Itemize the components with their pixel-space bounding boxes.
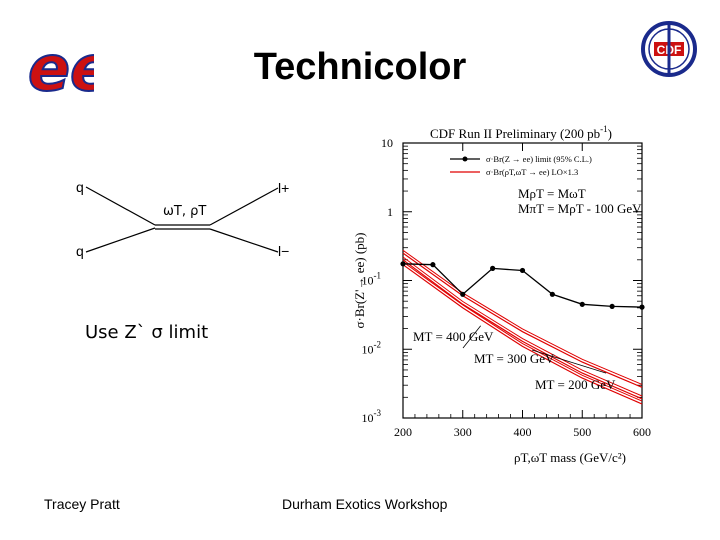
chart-title-sup: -1	[600, 124, 608, 134]
theory-label-leader	[531, 349, 607, 374]
limit-point	[609, 303, 615, 310]
x-axis-label: ρT,ωT mass (GeV/c²)	[514, 450, 626, 465]
chart-title-end: )	[608, 126, 612, 141]
limit-point	[519, 267, 526, 274]
legend-theory-text: σ·Br(ρT,ωT → ee) LO×1.3	[486, 167, 578, 177]
theory-label: MT = 400 GeV	[413, 329, 494, 344]
x-tick-label: 500	[573, 425, 591, 439]
slide-title: Technicolor	[253, 46, 467, 88]
y-tick-exponent: -1	[374, 271, 382, 281]
mass-relation-1: MρT = MωT	[518, 186, 586, 201]
theory-label-leader	[462, 325, 481, 349]
ee-logo: ee	[27, 38, 94, 106]
author-footer: Tracey Pratt	[44, 496, 120, 512]
y-tick-label: 10	[381, 136, 393, 150]
legend-limit-marker	[462, 156, 468, 162]
x-tick-label: 200	[394, 425, 412, 439]
theory-label: MT = 200 GeV	[535, 377, 616, 392]
y-tick-label: 10-3	[362, 408, 382, 425]
chart-title: CDF Run II Preliminary (200 pb-1)	[430, 124, 612, 141]
theory-curve-band	[402, 249, 643, 385]
theory-curve	[402, 259, 643, 400]
legend-limit-text: σ·Br(Z → ee) limit (95% C.L.)	[486, 154, 592, 164]
feynman-diagram: q q ωT, ρT l+ l−	[76, 179, 289, 259]
ee-logo-text: ee	[28, 38, 94, 105]
lepton-label-top: l+	[278, 180, 289, 196]
limit-point	[490, 265, 496, 271]
theory-label: MT = 300 GeV	[474, 351, 555, 366]
quark-line-top	[85, 186, 156, 226]
quark-label-bottom: q	[76, 243, 84, 259]
theory-curve	[402, 252, 643, 388]
y-axis-label: σ·Br(Z'→ ee) (pb)	[352, 233, 367, 329]
lepton-line-top	[209, 187, 279, 226]
y-tick-label: 1	[387, 205, 393, 219]
sigma-limit-note: Use Z` σ limit	[85, 322, 209, 343]
limit-point	[579, 301, 585, 307]
quark-line-bottom	[85, 227, 156, 253]
y-tick-exponent: -3	[374, 408, 382, 418]
x-tick-label: 600	[633, 425, 651, 439]
lepton-label-bottom: l−	[278, 243, 289, 259]
limit-point	[460, 291, 466, 297]
y-tick-label: 10-2	[362, 339, 382, 356]
x-tick-label: 300	[454, 425, 472, 439]
x-tick-label: 400	[514, 425, 532, 439]
theory-curve-band	[402, 256, 643, 397]
event-footer: Durham Exotics Workshop	[282, 496, 448, 512]
quark-label-top: q	[76, 179, 84, 195]
y-tick-exponent: -2	[374, 339, 382, 349]
limit-point	[639, 304, 645, 310]
limit-point	[430, 262, 436, 268]
theory-curve-band	[402, 261, 643, 402]
mass-relation-2: MπT = MρT - 100 GeV	[518, 201, 642, 216]
cdf-logo: CDF	[641, 21, 697, 77]
cross-section-plot: CDF Run II Preliminary (200 pb-1) 200 300 4…	[352, 124, 651, 465]
theory-curve	[402, 264, 643, 405]
limit-point	[400, 261, 406, 267]
lepton-line-bottom	[209, 228, 279, 253]
limit-point	[549, 291, 555, 297]
mediator-label: ωT, ρT	[163, 204, 206, 219]
